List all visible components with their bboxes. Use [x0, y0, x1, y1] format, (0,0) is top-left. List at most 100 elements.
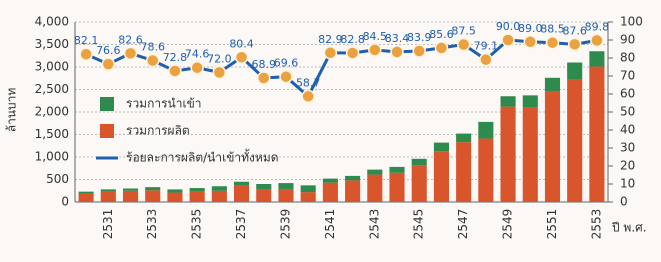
bar	[79, 193, 94, 202]
value-label: 83.4	[385, 32, 410, 45]
y-tick-label: 500	[46, 172, 69, 186]
line-marker	[147, 55, 159, 67]
line-marker	[324, 47, 336, 59]
line-marker	[524, 36, 536, 48]
value-label: 78.6	[140, 41, 165, 54]
line-marker	[280, 71, 292, 83]
value-label: 89.0	[518, 22, 543, 35]
line-marker	[302, 90, 314, 102]
y-tick-label: 0	[61, 195, 69, 209]
y-tick-label: 3,500	[35, 37, 69, 51]
bar	[412, 159, 427, 165]
bar	[145, 187, 160, 190]
bar	[567, 63, 582, 80]
x-tick-label: 2553	[589, 209, 603, 240]
value-label: 87.6	[562, 24, 587, 37]
line-marker	[125, 47, 137, 59]
bar	[389, 173, 404, 202]
line-marker	[258, 72, 270, 84]
value-label: 68.9	[252, 58, 277, 71]
y-tick-label: 1,000	[35, 150, 69, 164]
value-label: 72.0	[207, 52, 232, 65]
bar	[478, 139, 493, 202]
bar	[123, 191, 138, 202]
bar	[278, 189, 293, 202]
x-tick-label: 2547	[456, 209, 470, 240]
x-tick-label: 2531	[101, 209, 115, 240]
value-label: 72.8	[163, 51, 188, 64]
y2-tick-label: 0	[620, 195, 628, 209]
x-tick-label: 2543	[367, 209, 381, 240]
x-tick-label: 2545	[412, 209, 426, 240]
line-marker	[502, 34, 514, 46]
y2-tick-label: 80	[620, 51, 635, 65]
value-label: 90.0	[496, 20, 521, 33]
value-label: 82.6	[118, 33, 143, 46]
bar	[278, 183, 293, 189]
value-label: 84.5	[363, 30, 388, 43]
bar	[456, 134, 471, 143]
value-label: 74.6	[185, 48, 210, 61]
bar	[190, 188, 205, 192]
bar	[501, 96, 516, 106]
y-tick-label: 2,000	[35, 105, 69, 119]
value-label: 87.5	[451, 25, 476, 38]
value-label: 79.1	[474, 40, 499, 53]
line-marker	[169, 65, 181, 77]
legend-swatch	[100, 97, 114, 111]
x-tick-label: 2535	[190, 209, 204, 240]
line-marker	[546, 37, 558, 49]
bar	[256, 189, 271, 202]
y2-tick-label: 50	[620, 105, 635, 119]
bar	[501, 107, 516, 202]
value-label: 82.8	[340, 33, 365, 46]
y-tick-label: 1,500	[35, 127, 69, 141]
line-marker	[102, 58, 114, 70]
legend-label: รวมการนำเข้า	[126, 97, 202, 111]
value-label: 82.9	[318, 33, 343, 46]
bar	[256, 184, 271, 189]
y-tick-label: 3,000	[35, 60, 69, 74]
x-tick-label: 2537	[234, 209, 248, 240]
bar	[190, 192, 205, 202]
y2-tick-label: 60	[620, 87, 635, 101]
bar	[301, 185, 316, 192]
bar	[367, 175, 382, 202]
bar	[478, 122, 493, 139]
bar	[101, 189, 116, 191]
bar	[589, 67, 604, 202]
bar	[212, 191, 227, 202]
line-marker	[369, 44, 381, 56]
bar	[523, 95, 538, 107]
bar	[412, 165, 427, 202]
bar	[389, 167, 404, 173]
bar	[367, 170, 382, 175]
y2-tick-label: 100	[620, 15, 643, 29]
line-marker	[413, 45, 425, 57]
y-tick-label: 2,500	[35, 82, 69, 96]
value-label: 89.8	[585, 20, 610, 33]
bar	[167, 189, 182, 192]
line-marker	[391, 46, 403, 58]
bar	[234, 182, 249, 186]
line-marker	[435, 42, 447, 54]
legend-label: ร้อยละการผลิต/นำเข้าทั้งหมด	[126, 149, 279, 165]
y-axis-label: ล้านบาท	[5, 88, 19, 133]
value-label: 58.7	[296, 76, 321, 89]
y2-tick-label: 70	[620, 69, 635, 83]
line-marker	[80, 48, 92, 60]
x-tick-label: 2541	[323, 209, 337, 240]
line-marker	[347, 47, 359, 59]
value-label: 85.6	[429, 28, 454, 41]
value-label: 83.9	[407, 31, 432, 44]
bar	[79, 192, 94, 193]
legend-label: รวมการผลิต	[126, 124, 190, 138]
bar	[123, 189, 138, 191]
bar	[101, 192, 116, 202]
bar	[545, 78, 560, 92]
line-marker	[480, 54, 492, 66]
legend-swatch	[100, 124, 114, 138]
value-label: 82.1	[74, 34, 99, 47]
bar	[589, 51, 604, 66]
chart: ล้านบาท ปี พ.ศ. 05001,0001,5002,0002,500…	[0, 0, 661, 262]
